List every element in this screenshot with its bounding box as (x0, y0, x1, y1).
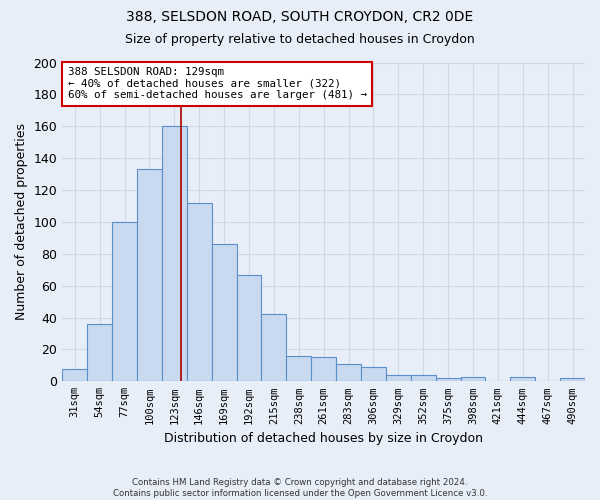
Text: 388 SELSDON ROAD: 129sqm
← 40% of detached houses are smaller (322)
60% of semi-: 388 SELSDON ROAD: 129sqm ← 40% of detach… (68, 68, 367, 100)
Bar (436, 378, 461, 382)
X-axis label: Distribution of detached houses by size in Croydon: Distribution of detached houses by size … (164, 432, 483, 445)
Text: Contains HM Land Registry data © Crown copyright and database right 2024.
Contai: Contains HM Land Registry data © Crown c… (113, 478, 487, 498)
Y-axis label: Number of detached properties: Number of detached properties (15, 124, 28, 320)
Bar (511, 376, 535, 382)
Bar (386, 375, 411, 382)
Bar (137, 170, 162, 382)
Bar (236, 274, 262, 382)
Bar (262, 314, 286, 382)
Bar (560, 378, 585, 382)
Bar (361, 367, 386, 382)
Bar (411, 375, 436, 382)
Bar (187, 203, 212, 382)
Bar (212, 244, 236, 382)
Text: 388, SELSDON ROAD, SOUTH CROYDON, CR2 0DE: 388, SELSDON ROAD, SOUTH CROYDON, CR2 0D… (127, 10, 473, 24)
Bar (62, 368, 87, 382)
Bar (311, 358, 336, 382)
Bar (461, 376, 485, 382)
Bar (162, 126, 187, 382)
Bar (286, 356, 311, 382)
Bar (112, 222, 137, 382)
Bar (87, 324, 112, 382)
Text: Size of property relative to detached houses in Croydon: Size of property relative to detached ho… (125, 32, 475, 46)
Bar (336, 364, 361, 382)
